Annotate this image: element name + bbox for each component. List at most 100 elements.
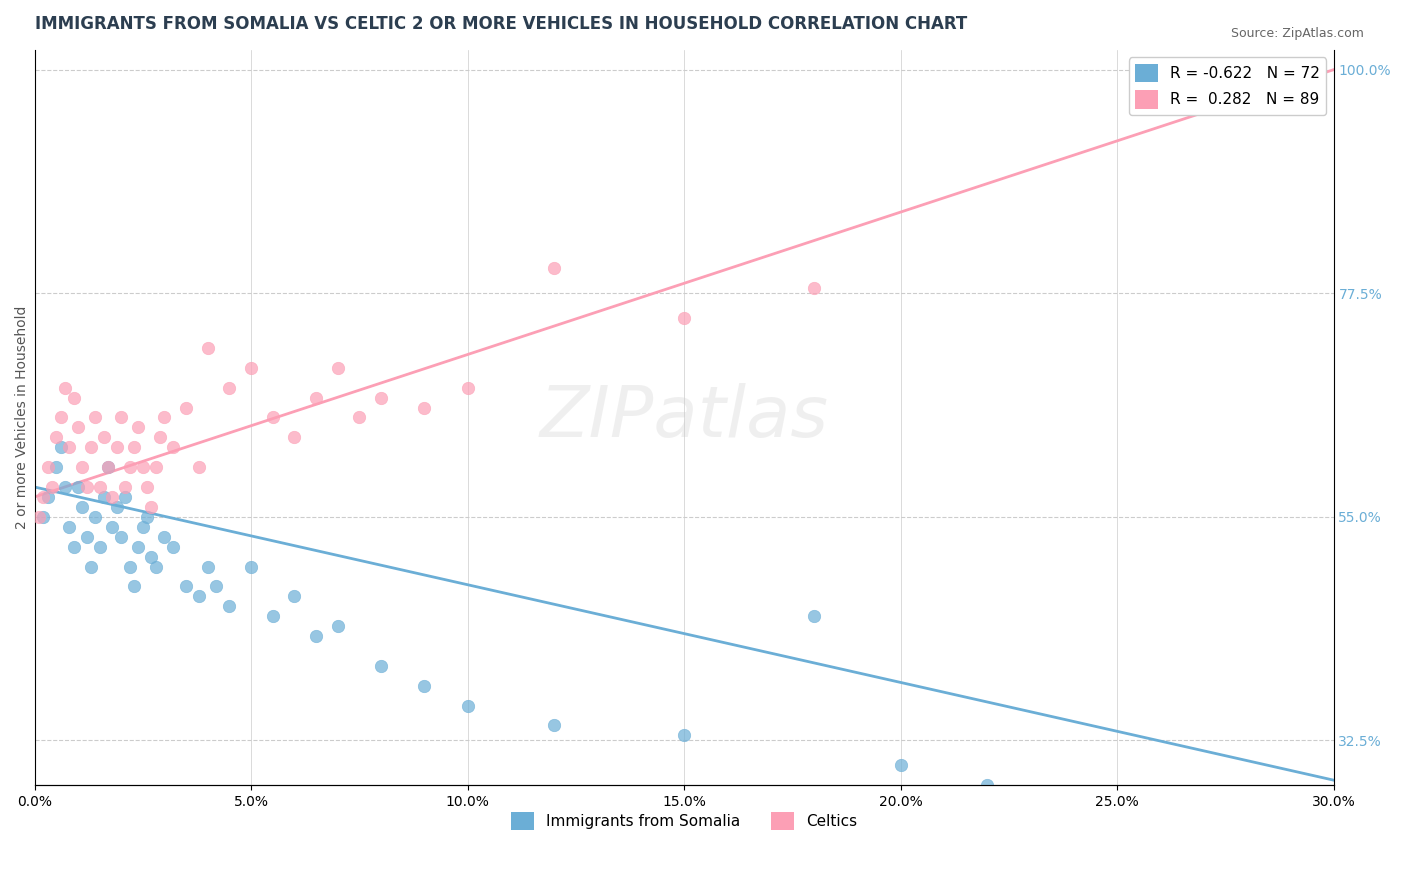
Point <box>153 410 176 425</box>
Point <box>66 420 89 434</box>
Point <box>110 410 132 425</box>
Point <box>37 460 59 475</box>
Point <box>70 500 93 514</box>
Point <box>141 549 163 564</box>
Point <box>93 430 115 444</box>
Y-axis label: 2 or more Vehicles in Household: 2 or more Vehicles in Household <box>15 306 30 529</box>
Point <box>716 818 738 832</box>
Point <box>349 410 371 425</box>
Point <box>97 460 120 475</box>
Point <box>1192 828 1215 842</box>
Point <box>145 559 167 574</box>
Point <box>70 460 93 475</box>
Point <box>205 579 228 593</box>
Point <box>53 480 76 494</box>
Point <box>37 490 59 504</box>
Point <box>45 460 67 475</box>
Point <box>45 430 67 444</box>
Point <box>673 728 696 742</box>
Point <box>145 460 167 475</box>
Text: Source: ZipAtlas.com: Source: ZipAtlas.com <box>1230 27 1364 40</box>
Point <box>114 480 136 494</box>
Point <box>80 440 103 454</box>
Point <box>122 440 145 454</box>
Point <box>53 381 76 395</box>
Point <box>97 460 120 475</box>
Point <box>218 599 240 614</box>
Point <box>41 480 63 494</box>
Point <box>188 590 211 604</box>
Point <box>673 311 696 326</box>
Point <box>105 500 128 514</box>
Point <box>136 509 159 524</box>
Point <box>101 490 124 504</box>
Point <box>153 530 176 544</box>
Point <box>174 579 197 593</box>
Point <box>197 341 219 355</box>
Point <box>132 460 155 475</box>
Point <box>49 440 72 454</box>
Point <box>413 401 436 415</box>
Point <box>49 410 72 425</box>
Point <box>114 490 136 504</box>
Point <box>305 391 328 405</box>
Point <box>976 778 998 792</box>
Legend: Immigrants from Somalia, Celtics: Immigrants from Somalia, Celtics <box>505 805 863 837</box>
Text: IMMIGRANTS FROM SOMALIA VS CELTIC 2 OR MORE VEHICLES IN HOUSEHOLD CORRELATION CH: IMMIGRANTS FROM SOMALIA VS CELTIC 2 OR M… <box>35 15 967 33</box>
Point <box>122 579 145 593</box>
Point <box>89 480 111 494</box>
Point <box>630 838 652 852</box>
Point <box>326 619 349 633</box>
Point <box>32 490 55 504</box>
Point <box>803 281 825 295</box>
Point <box>118 559 141 574</box>
Point <box>262 609 284 624</box>
Point <box>218 381 240 395</box>
Point <box>803 609 825 624</box>
Point <box>543 261 565 276</box>
Point <box>283 590 305 604</box>
Point <box>62 391 84 405</box>
Point <box>457 381 479 395</box>
Point <box>76 530 98 544</box>
Point <box>110 530 132 544</box>
Point <box>58 440 80 454</box>
Point <box>149 430 172 444</box>
Point <box>162 540 184 554</box>
Point <box>413 679 436 693</box>
Point <box>84 410 107 425</box>
Point <box>283 430 305 444</box>
Point <box>262 410 284 425</box>
Point <box>89 540 111 554</box>
Point <box>889 758 911 772</box>
Point <box>326 360 349 375</box>
Point <box>105 440 128 454</box>
Point <box>76 480 98 494</box>
Point <box>118 460 141 475</box>
Point <box>58 520 80 534</box>
Point <box>305 629 328 643</box>
Point <box>84 509 107 524</box>
Text: ZIPatlas: ZIPatlas <box>540 383 828 452</box>
Point <box>136 480 159 494</box>
Point <box>62 540 84 554</box>
Point <box>370 391 392 405</box>
Point <box>101 520 124 534</box>
Point <box>174 401 197 415</box>
Point <box>240 559 263 574</box>
Point <box>162 440 184 454</box>
Point <box>132 520 155 534</box>
Point <box>197 559 219 574</box>
Point <box>127 540 149 554</box>
Point <box>127 420 149 434</box>
Point <box>93 490 115 504</box>
Point <box>543 718 565 732</box>
Point <box>80 559 103 574</box>
Point <box>141 500 163 514</box>
Point <box>457 698 479 713</box>
Point <box>32 509 55 524</box>
Point <box>240 360 263 375</box>
Point <box>66 480 89 494</box>
Point <box>370 658 392 673</box>
Point <box>188 460 211 475</box>
